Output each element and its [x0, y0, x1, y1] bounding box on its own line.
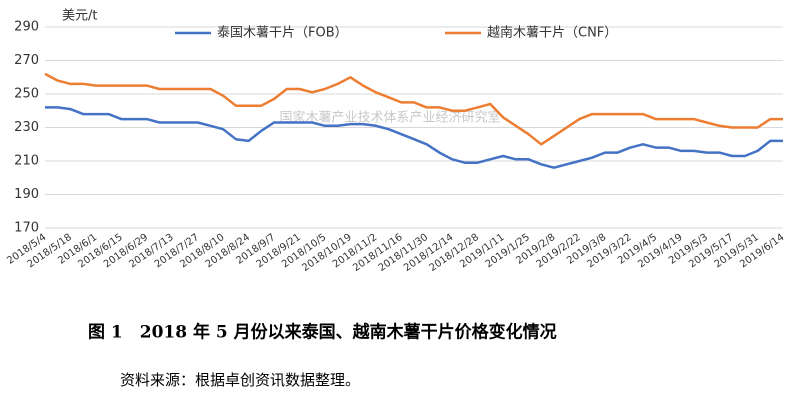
y-tick-label: 250 — [14, 87, 39, 102]
y-axis-label: 美元/t — [62, 9, 97, 24]
source: 资料来源：根据卓创资讯数据整理。 — [120, 371, 360, 389]
y-tick-label: 230 — [14, 120, 39, 135]
y-tick-label: 210 — [14, 154, 39, 169]
y-tick-label: 190 — [14, 187, 39, 202]
y-tick-label: 270 — [14, 53, 39, 68]
y-tick-label: 170 — [14, 221, 39, 236]
series-line — [45, 106, 783, 169]
series-line — [44, 72, 783, 146]
legend-label: 越南木薯干片（CNF） — [487, 25, 617, 41]
watermark: 国家木薯产业技术体系产业经济研究室 — [279, 110, 500, 126]
y-tick-label: 290 — [14, 20, 39, 35]
legend-label: 泰国木薯干片（FOB） — [217, 26, 348, 41]
caption: 图 1 2018 年 5 月份以来泰国、越南木薯干片价格变化情况 — [88, 322, 557, 343]
